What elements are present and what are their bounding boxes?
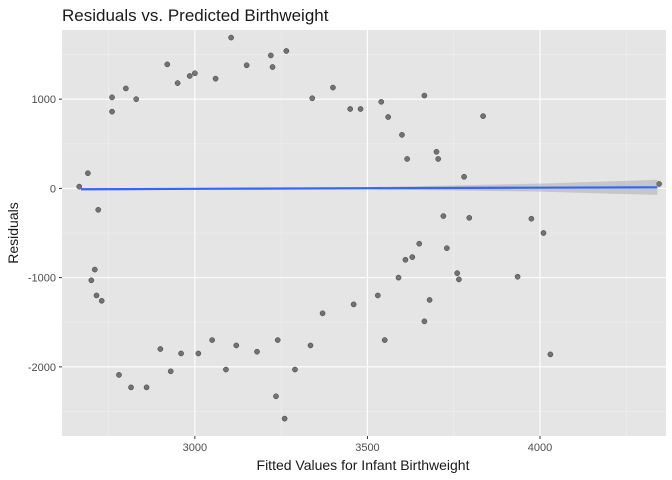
x-tick-label: 3500 [355, 442, 379, 454]
scatter-points [76, 34, 662, 422]
data-point [292, 366, 298, 373]
data-point [91, 266, 98, 273]
trend-line [80, 186, 658, 191]
data-point [435, 156, 442, 162]
data-point [461, 173, 467, 180]
data-point [157, 346, 164, 352]
data-point [456, 276, 462, 283]
data-point [347, 106, 354, 112]
data-point [307, 342, 314, 349]
data-point [433, 148, 440, 155]
data-point [254, 348, 260, 355]
data-point [143, 384, 150, 391]
data-point [123, 85, 129, 92]
data-point [167, 368, 174, 375]
x-tick-label: 4000 [528, 442, 552, 454]
data-point [440, 213, 447, 219]
chart-title: Residuals vs. Predicted Birthweight [62, 6, 329, 25]
data-point [186, 73, 193, 79]
data-point [243, 62, 250, 69]
data-point [128, 384, 134, 391]
data-point [656, 181, 662, 187]
data-point [109, 108, 115, 115]
data-point [267, 52, 274, 59]
data-point [195, 350, 202, 357]
data-point [416, 240, 423, 247]
data-point [528, 215, 535, 222]
data-point [223, 366, 229, 373]
data-point [283, 48, 290, 54]
data-point [378, 98, 385, 105]
data-point [402, 256, 409, 263]
data-point [547, 351, 554, 358]
data-point [466, 214, 473, 221]
data-point [133, 96, 140, 103]
data-point [381, 337, 388, 343]
y-tick-label: 1000 [32, 94, 56, 106]
data-point [399, 131, 405, 138]
data-point [192, 70, 198, 77]
data-point [109, 94, 115, 101]
data-point [404, 156, 410, 162]
x-tick-label: 3000 [183, 442, 207, 454]
data-point [164, 61, 171, 68]
y-tick-label: -2000 [28, 362, 56, 374]
minor-grid [62, 30, 666, 436]
data-point [421, 318, 428, 325]
data-point [480, 113, 486, 119]
data-point [95, 206, 102, 213]
data-point [178, 350, 184, 357]
data-point [421, 92, 428, 99]
data-point [309, 95, 316, 102]
data-point [319, 310, 326, 317]
data-point [88, 277, 95, 284]
data-point [212, 75, 219, 82]
data-point [85, 170, 91, 177]
x-axis-title: Fitted Values for Infant Birthweight [257, 457, 470, 473]
data-point [116, 372, 122, 378]
data-point [540, 230, 547, 236]
data-point [93, 292, 100, 299]
y-tick-label: 0 [50, 183, 56, 195]
data-point [514, 273, 521, 280]
data-point [76, 183, 83, 190]
data-point [228, 34, 234, 41]
data-point [269, 64, 276, 70]
data-point [357, 106, 364, 112]
data-point [350, 301, 357, 308]
data-point [233, 342, 240, 349]
y-tick-label: -1000 [28, 273, 56, 285]
y-axis: -2000 -1000 0 1000 [28, 94, 62, 374]
data-point [274, 337, 281, 343]
data-point [385, 114, 392, 120]
data-point [395, 274, 402, 281]
data-point [98, 297, 105, 304]
y-axis-title: Residuals [5, 202, 21, 263]
data-point [374, 292, 381, 299]
x-axis: 3000 3500 4000 [183, 436, 552, 454]
data-point [209, 337, 215, 343]
data-point [443, 245, 450, 252]
data-point [426, 297, 433, 303]
trend-line-group [80, 179, 658, 195]
data-point [454, 270, 461, 277]
data-point [409, 254, 416, 260]
data-point [273, 393, 279, 400]
data-point [281, 415, 288, 422]
data-point [174, 80, 181, 86]
data-point [330, 84, 336, 91]
